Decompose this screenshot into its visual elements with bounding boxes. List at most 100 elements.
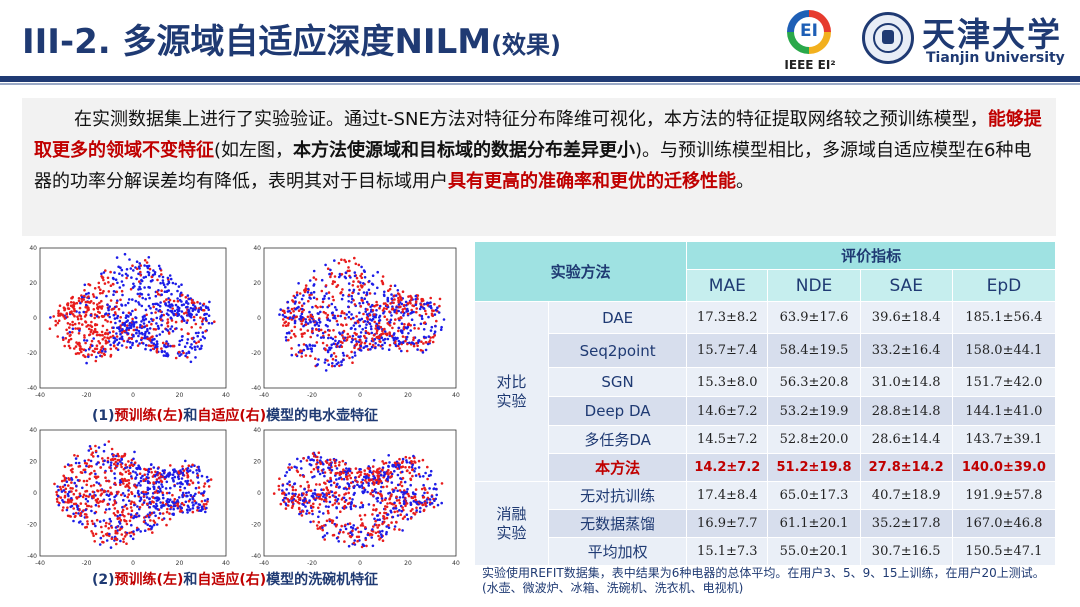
- tsne-point: [186, 294, 190, 297]
- tsne-point: [121, 328, 124, 331]
- tsne-point: [180, 310, 184, 313]
- tsne-point: [337, 261, 341, 265]
- caption-dishwasher: (2)预训练(左)和自适应(右)模型的洗碗机特征: [92, 572, 379, 588]
- tsne-point: [417, 459, 421, 463]
- table-row: Deep DA 14.6±7.2 53.2±19.9 28.8±14.8 144.1±…: [475, 396, 1057, 426]
- tsne-point: [162, 354, 166, 357]
- tsne-point: [379, 325, 383, 329]
- tsne-point: [143, 499, 146, 502]
- tsne-point: [79, 494, 82, 498]
- tsne-point: [207, 479, 210, 482]
- tsne-point: [431, 314, 435, 318]
- tsne-point: [108, 507, 111, 511]
- tsne-point: [173, 309, 177, 313]
- tsne-point: [327, 297, 331, 300]
- tsne-point: [409, 483, 412, 487]
- tsne-point: [127, 311, 131, 315]
- tsne-point: [286, 300, 290, 304]
- tsne-point: [320, 289, 324, 293]
- tsne-point: [120, 455, 124, 458]
- tsne-point: [197, 331, 200, 335]
- tsne-point: [398, 457, 401, 461]
- tsne-point: [85, 292, 88, 296]
- tsne-point: [150, 311, 153, 315]
- tsne-point: [317, 328, 321, 331]
- tsne-point: [127, 298, 131, 301]
- tsne-point: [352, 504, 356, 507]
- tsne-point: [382, 462, 386, 465]
- tsne-point: [128, 336, 131, 340]
- tsne-point: [297, 309, 301, 312]
- tsne-point: [157, 496, 160, 500]
- tsne-point: [371, 303, 374, 307]
- tsne-point: [154, 328, 158, 331]
- tsne-point: [165, 510, 169, 514]
- tsne-point: [166, 507, 169, 511]
- tsne-point: [100, 492, 103, 496]
- tsne-point: [365, 544, 368, 548]
- tsne-point: [386, 513, 389, 516]
- tsne-point: [360, 501, 363, 504]
- tsne-point: [148, 337, 151, 340]
- tsne-point: [400, 349, 403, 353]
- tsne-point: [394, 507, 398, 510]
- tsne-point: [63, 476, 67, 480]
- tsne-point: [109, 320, 113, 324]
- tsne-point: [365, 313, 369, 316]
- tsne-point: [76, 507, 80, 511]
- tsne-point: [316, 312, 320, 315]
- tsne-point: [311, 344, 315, 347]
- tsne-point: [347, 315, 351, 319]
- tsne-point: [364, 339, 368, 343]
- tsne-point: [97, 350, 101, 354]
- tsne-point: [358, 311, 361, 315]
- tsne-point: [199, 338, 202, 342]
- tsne-point: [112, 330, 115, 333]
- tsne-point: [312, 502, 315, 506]
- tsne-point: [377, 530, 380, 534]
- tsne-point: [296, 495, 300, 499]
- tsne-point: [177, 306, 181, 310]
- tsne-point: [135, 515, 138, 519]
- tsne-point: [189, 479, 193, 482]
- tsne-point: [411, 474, 414, 478]
- tsne-point: [281, 313, 285, 317]
- x-tick-label: 0: [131, 392, 135, 399]
- tsne-point: [295, 293, 299, 297]
- tsne-point: [140, 304, 144, 308]
- tsne-point: [168, 491, 171, 495]
- tsne-point: [72, 512, 75, 516]
- tsne-point: [120, 344, 124, 347]
- tsne-point: [342, 354, 346, 357]
- tsne-point: [428, 487, 431, 490]
- tsne-point: [127, 499, 131, 503]
- tsne-point: [386, 322, 389, 325]
- tsne-point: [79, 511, 83, 515]
- tsne-point: [433, 499, 436, 502]
- tsne-point: [170, 309, 174, 313]
- tsne-point: [414, 467, 417, 470]
- tsne-point: [326, 349, 330, 352]
- tsne-point: [310, 470, 313, 474]
- tsne-point: [286, 498, 290, 501]
- tsne-point: [321, 526, 324, 530]
- tsne-point: [133, 503, 136, 507]
- tsne-point: [433, 313, 437, 316]
- tsne-point: [288, 309, 291, 313]
- tsne-point: [192, 318, 196, 322]
- tsne-point: [318, 510, 321, 513]
- x-tick-label: 20: [404, 560, 412, 567]
- tsne-point: [281, 489, 284, 492]
- tsne-point: [76, 505, 79, 509]
- tsne-point: [109, 353, 113, 357]
- tsne-point: [124, 470, 128, 474]
- tsne-point: [106, 303, 109, 307]
- tsne-point: [302, 348, 306, 352]
- tsne-point: [330, 364, 334, 368]
- tsne-point: [367, 474, 371, 477]
- tsne-point: [358, 485, 361, 489]
- tsne-point: [412, 342, 416, 346]
- tsne-point: [333, 275, 337, 278]
- tsne-point: [204, 316, 207, 320]
